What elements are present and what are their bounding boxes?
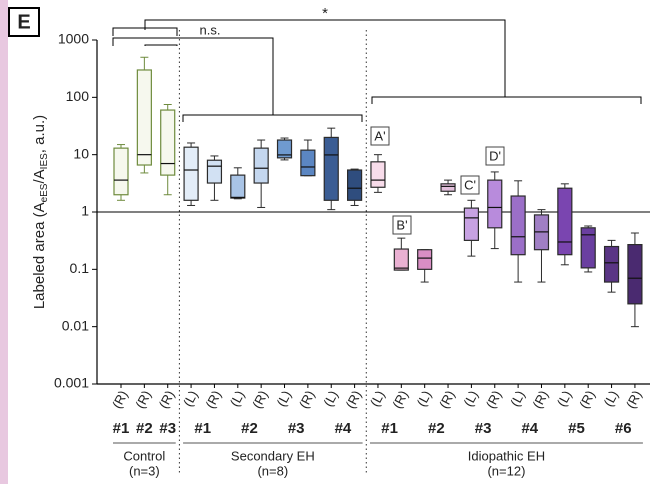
side-label: (L) xyxy=(273,388,294,409)
side-label: (L) xyxy=(367,388,388,409)
subject-label: #1 xyxy=(381,420,398,437)
y-tick-label: 0.1 xyxy=(70,260,90,276)
box xyxy=(230,174,246,199)
box xyxy=(206,159,223,184)
annotation: D' xyxy=(489,148,501,163)
subject-label: #6 xyxy=(615,420,632,437)
y-tick-label: 100 xyxy=(66,88,90,104)
y-tick-label: 0.001 xyxy=(54,375,89,391)
panel-label: E xyxy=(17,11,30,33)
box xyxy=(300,149,316,177)
side-label: (R) xyxy=(202,388,224,411)
side-label: (R) xyxy=(576,388,598,411)
letter-box xyxy=(485,146,505,166)
y-tick-label: 1 xyxy=(81,203,89,219)
y-axis-label: Labeled area (AeES/AIES, a.u.) xyxy=(31,115,50,309)
letter-box xyxy=(460,175,480,195)
group-n: (n=12) xyxy=(487,463,525,478)
box xyxy=(323,136,339,201)
bracket xyxy=(371,96,642,104)
group-label: Secondary EH xyxy=(231,448,315,463)
box xyxy=(417,249,433,270)
box xyxy=(183,146,199,201)
annotation: C' xyxy=(464,177,476,192)
annotation: A' xyxy=(374,128,385,143)
box xyxy=(463,207,479,241)
box xyxy=(580,227,596,269)
box xyxy=(627,244,643,305)
box xyxy=(136,69,152,166)
box xyxy=(440,183,456,192)
y-tick-label: 0.01 xyxy=(62,317,89,333)
side-label: (L) xyxy=(320,388,341,409)
side-label: (L) xyxy=(507,388,528,409)
subject-label: #5 xyxy=(568,420,585,437)
box xyxy=(393,248,409,271)
subject-label: #4 xyxy=(335,420,352,437)
photo-strip xyxy=(0,0,8,484)
group-n: (n=8) xyxy=(257,463,288,478)
group-n: (n=3) xyxy=(129,463,160,478)
subject-label: #3 xyxy=(159,420,176,437)
side-label: (R) xyxy=(436,388,458,411)
side-label: (R) xyxy=(132,388,154,411)
subject-label: #3 xyxy=(288,420,305,437)
box xyxy=(487,179,503,229)
group-label: Control xyxy=(123,448,165,463)
side-label: (L) xyxy=(414,388,435,409)
bracket xyxy=(144,44,178,46)
box xyxy=(557,187,573,256)
side-label: (R) xyxy=(389,388,411,411)
subject-label: #2 xyxy=(136,420,153,437)
annotation: n.s. xyxy=(200,22,221,37)
annotation: B' xyxy=(396,217,407,232)
side-label: (L) xyxy=(460,388,481,409)
bracket xyxy=(112,27,178,36)
box xyxy=(113,147,129,196)
side-label: (R) xyxy=(623,388,645,411)
box xyxy=(253,147,269,184)
bracket xyxy=(182,114,363,122)
side-label: (R) xyxy=(343,388,365,411)
subject-label: #3 xyxy=(475,420,492,437)
subject-label: #2 xyxy=(241,420,258,437)
letter-box xyxy=(392,215,412,235)
subject-label: #2 xyxy=(428,420,445,437)
subject-label: #1 xyxy=(113,420,130,437)
box xyxy=(510,195,526,256)
box xyxy=(276,139,293,159)
side-label: (R) xyxy=(109,388,131,411)
subject-label: #1 xyxy=(194,420,211,437)
side-label: (L) xyxy=(601,388,622,409)
subject-label: #4 xyxy=(521,420,538,437)
side-label: (L) xyxy=(180,388,201,409)
box xyxy=(347,169,363,201)
side-label: (R) xyxy=(296,388,318,411)
side-label: (R) xyxy=(529,388,551,411)
panel-box xyxy=(8,7,40,37)
y-tick-label: 1000 xyxy=(58,31,89,47)
letter-box xyxy=(370,126,390,146)
box xyxy=(160,109,176,176)
side-label: (R) xyxy=(156,388,178,411)
side-label: (L) xyxy=(227,388,248,409)
bracket xyxy=(112,37,274,115)
box xyxy=(370,161,386,188)
side-label: (R) xyxy=(483,388,505,411)
bracket xyxy=(144,19,506,97)
side-label: (L) xyxy=(554,388,575,409)
y-tick-label: 10 xyxy=(73,145,89,161)
group-label: Idiopathic EH xyxy=(468,448,545,463)
side-label: (R) xyxy=(249,388,271,411)
box xyxy=(603,245,620,283)
annotation: * xyxy=(322,5,328,22)
